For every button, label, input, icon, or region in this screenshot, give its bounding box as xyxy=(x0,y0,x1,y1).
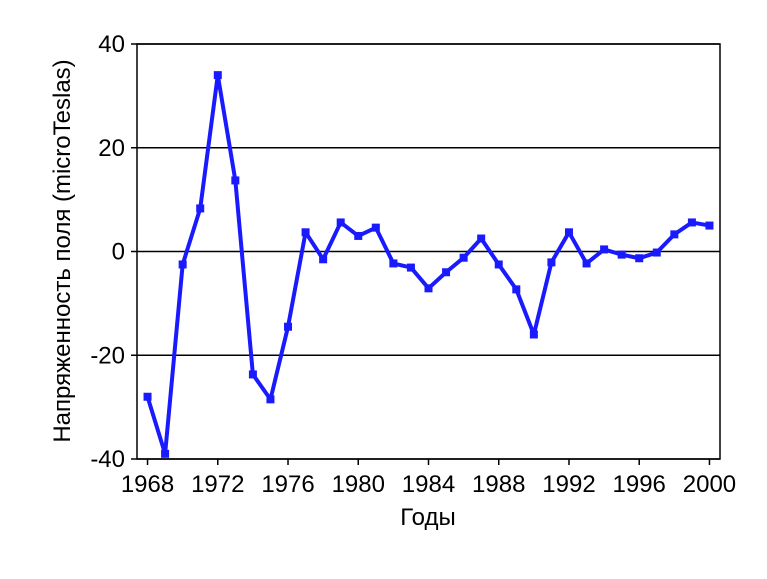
data-point xyxy=(319,255,328,264)
data-point xyxy=(494,260,503,269)
data-point xyxy=(231,176,240,185)
data-point xyxy=(196,204,205,213)
y-tick-label: -20 xyxy=(90,342,125,369)
y-tick-label: 20 xyxy=(98,135,125,162)
data-point xyxy=(161,449,170,458)
x-tick-label: 1988 xyxy=(472,471,525,498)
data-line xyxy=(145,73,710,456)
y-tick-label: 40 xyxy=(98,31,125,58)
data-point xyxy=(213,71,222,80)
y-tick-label: 0 xyxy=(112,239,125,266)
data-point xyxy=(178,260,187,269)
data-point xyxy=(635,254,644,263)
data-point xyxy=(143,392,152,401)
data-point xyxy=(336,218,345,227)
x-tick-label: 1984 xyxy=(402,471,455,498)
data-point xyxy=(459,253,468,262)
data-point xyxy=(406,263,415,272)
data-point xyxy=(687,218,696,227)
data-point xyxy=(248,370,257,379)
data-point xyxy=(529,330,538,339)
x-tick-label: 2000 xyxy=(683,471,736,498)
x-tick-label: 1980 xyxy=(332,471,385,498)
y-tick-label: -40 xyxy=(90,446,125,473)
data-point xyxy=(266,395,275,404)
data-point xyxy=(600,245,609,254)
data-point xyxy=(670,230,679,239)
data-point xyxy=(652,248,661,257)
data-point xyxy=(284,322,293,331)
data-point xyxy=(477,234,486,243)
data-point xyxy=(442,268,451,277)
x-tick-label: 1992 xyxy=(542,471,595,498)
data-point xyxy=(354,231,363,240)
data-point xyxy=(564,228,573,237)
data-point xyxy=(424,284,433,293)
y-axis-label: Напряженность поля (microTeslas) xyxy=(49,59,76,442)
x-axis-label: Годы xyxy=(400,504,455,531)
x-tick-label: 1996 xyxy=(613,471,666,498)
data-point xyxy=(705,221,714,230)
data-point xyxy=(617,250,626,259)
x-tick-label: 1968 xyxy=(121,471,174,498)
data-point xyxy=(582,259,591,268)
x-tick-label: 1976 xyxy=(261,471,314,498)
data-point xyxy=(301,228,310,237)
data-point xyxy=(389,259,398,268)
data-point xyxy=(371,223,380,232)
x-tick-label: 1972 xyxy=(191,471,244,498)
data-point xyxy=(547,258,556,267)
data-point xyxy=(512,285,521,294)
